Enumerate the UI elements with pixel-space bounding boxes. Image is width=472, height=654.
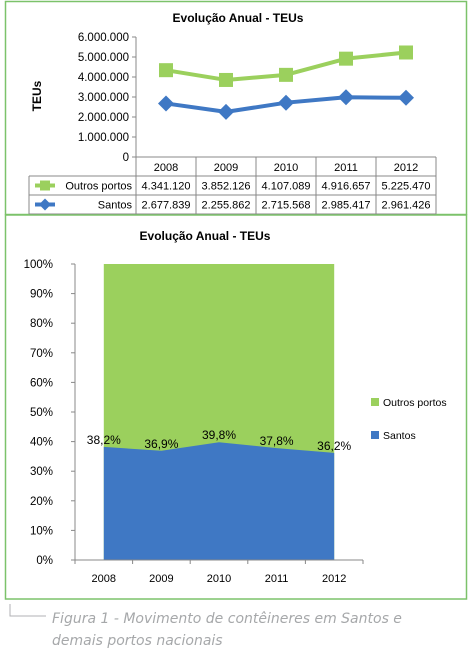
data-point-square xyxy=(159,63,173,78)
line-chart: Evolução Anual - TEUs TEUs 6.000.000 5.00… xyxy=(4,0,468,216)
x-category-label: 2012 xyxy=(394,162,418,174)
data-label: 39,8% xyxy=(202,428,236,442)
y-tick-label: 0% xyxy=(36,555,53,567)
x-category-label: 2011 xyxy=(265,573,289,585)
table-value-cell: 2.961.426 xyxy=(382,200,431,212)
legend-diamond-marker xyxy=(39,198,51,211)
y-tick-label: 1.000.000 xyxy=(78,132,129,144)
data-point-diamond xyxy=(158,95,174,112)
legend-label: Outros portos xyxy=(383,397,447,409)
table-value-cell: 4.107.089 xyxy=(262,181,311,193)
area-chart: Evolução Anual - TEUs 100% 90% 80% 70% 60% 50… xyxy=(4,214,468,600)
table-value-cell: 4.916.657 xyxy=(322,181,371,193)
y-tick-label: 90% xyxy=(30,289,53,301)
legend-swatch xyxy=(371,398,379,406)
x-category-label: 2010 xyxy=(274,162,298,174)
line-chart-y-axis-label: TEUs xyxy=(30,80,44,111)
line-chart-title: Evolução Anual - TEUs xyxy=(173,11,304,25)
legend-series-name: Santos xyxy=(98,200,133,212)
x-category-label: 2010 xyxy=(207,573,231,585)
y-tick-label: 70% xyxy=(30,348,53,360)
y-tick-label: 50% xyxy=(30,407,53,419)
y-tick-label: 4.000.000 xyxy=(78,72,129,84)
data-point-square xyxy=(399,45,413,60)
area-chart-title: Evolução Anual - TEUs xyxy=(140,229,271,243)
y-tick-label: 5.000.000 xyxy=(78,52,129,64)
y-tick-label: 80% xyxy=(30,318,53,330)
x-category-label: 2011 xyxy=(334,162,358,174)
data-label: 36,9% xyxy=(144,437,178,451)
legend-series-name: Outros portos xyxy=(65,181,132,193)
legend-square-marker xyxy=(40,180,50,191)
x-category-label: 2009 xyxy=(149,573,173,585)
area-santos xyxy=(103,442,335,560)
data-label: 37,8% xyxy=(260,434,294,448)
x-category-label: 2009 xyxy=(214,162,238,174)
table-value-cell: 4.341.120 xyxy=(142,181,191,193)
y-tick-label: 10% xyxy=(30,525,53,537)
figure-caption: Figura 1 - Movimento de contêineres em S… xyxy=(52,611,402,649)
data-point-square xyxy=(219,72,233,87)
data-point-diamond xyxy=(338,89,354,106)
y-tick-label: 3.000.000 xyxy=(78,92,129,104)
y-tick-label: 30% xyxy=(30,466,53,478)
data-label: 38,2% xyxy=(87,433,121,447)
y-tick-label: 2.000.000 xyxy=(78,112,129,124)
legend-swatch xyxy=(371,431,379,439)
line-chart-frame xyxy=(4,0,468,216)
data-label: 36,2% xyxy=(317,439,351,453)
table-value-cell: 2.255.862 xyxy=(202,200,251,212)
table-value-cell: 2.715.568 xyxy=(262,200,311,212)
y-tick-label: 20% xyxy=(30,496,53,508)
y-tick-label: 100% xyxy=(24,259,53,271)
data-point-square xyxy=(339,51,353,66)
y-tick-label: 0 xyxy=(123,152,129,164)
x-category-label: 2008 xyxy=(92,573,116,585)
legend-label: Santos xyxy=(383,430,416,442)
x-category-label: 2008 xyxy=(154,162,178,174)
table-value-cell: 3.852.126 xyxy=(202,181,251,193)
data-point-diamond xyxy=(278,94,294,111)
table-value-cell: 2.677.839 xyxy=(142,200,191,212)
table-value-cell: 2.985.417 xyxy=(322,200,371,212)
y-tick-label: 6.000.000 xyxy=(78,32,129,44)
data-point-square xyxy=(279,67,293,82)
data-point-diamond xyxy=(218,103,234,120)
data-point-diamond xyxy=(398,89,414,106)
table-value-cell: 5.225.470 xyxy=(382,181,431,193)
y-tick-label: 60% xyxy=(30,377,53,389)
x-category-label: 2012 xyxy=(322,573,346,585)
y-tick-label: 40% xyxy=(30,437,53,449)
